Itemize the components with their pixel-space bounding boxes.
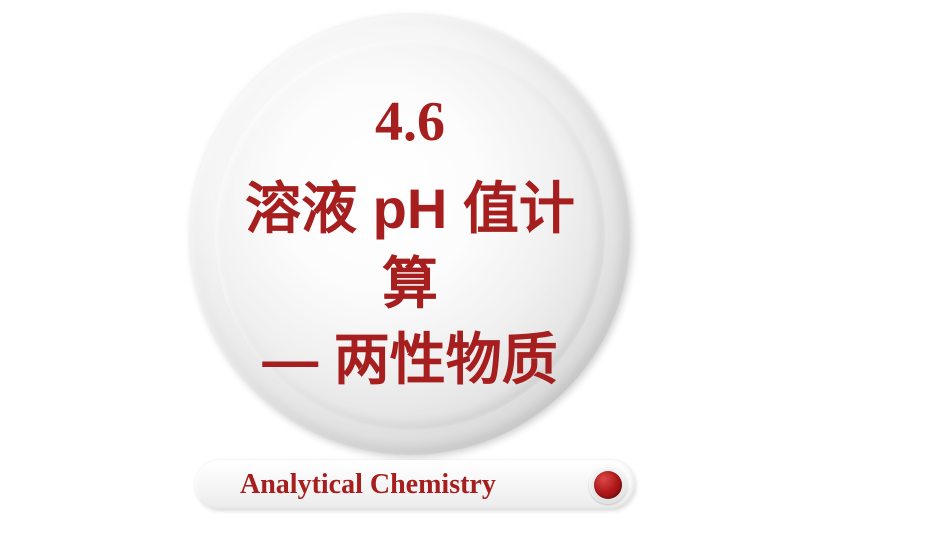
title-line-1: 溶液 pH 值计 [155, 171, 665, 247]
subtitle-bar: Analytical Chemistry [195, 460, 635, 510]
subtitle-text: Analytical Chemistry [240, 469, 496, 501]
red-dot-container [589, 466, 627, 504]
title-line-2: 算 [155, 246, 665, 322]
slide-title: 4.6 溶液 pH 值计 算 — 两性物质 [155, 85, 665, 397]
section-number: 4.6 [155, 85, 665, 161]
title-line-3: — 两性物质 [155, 322, 665, 398]
red-dot-icon [594, 471, 622, 499]
